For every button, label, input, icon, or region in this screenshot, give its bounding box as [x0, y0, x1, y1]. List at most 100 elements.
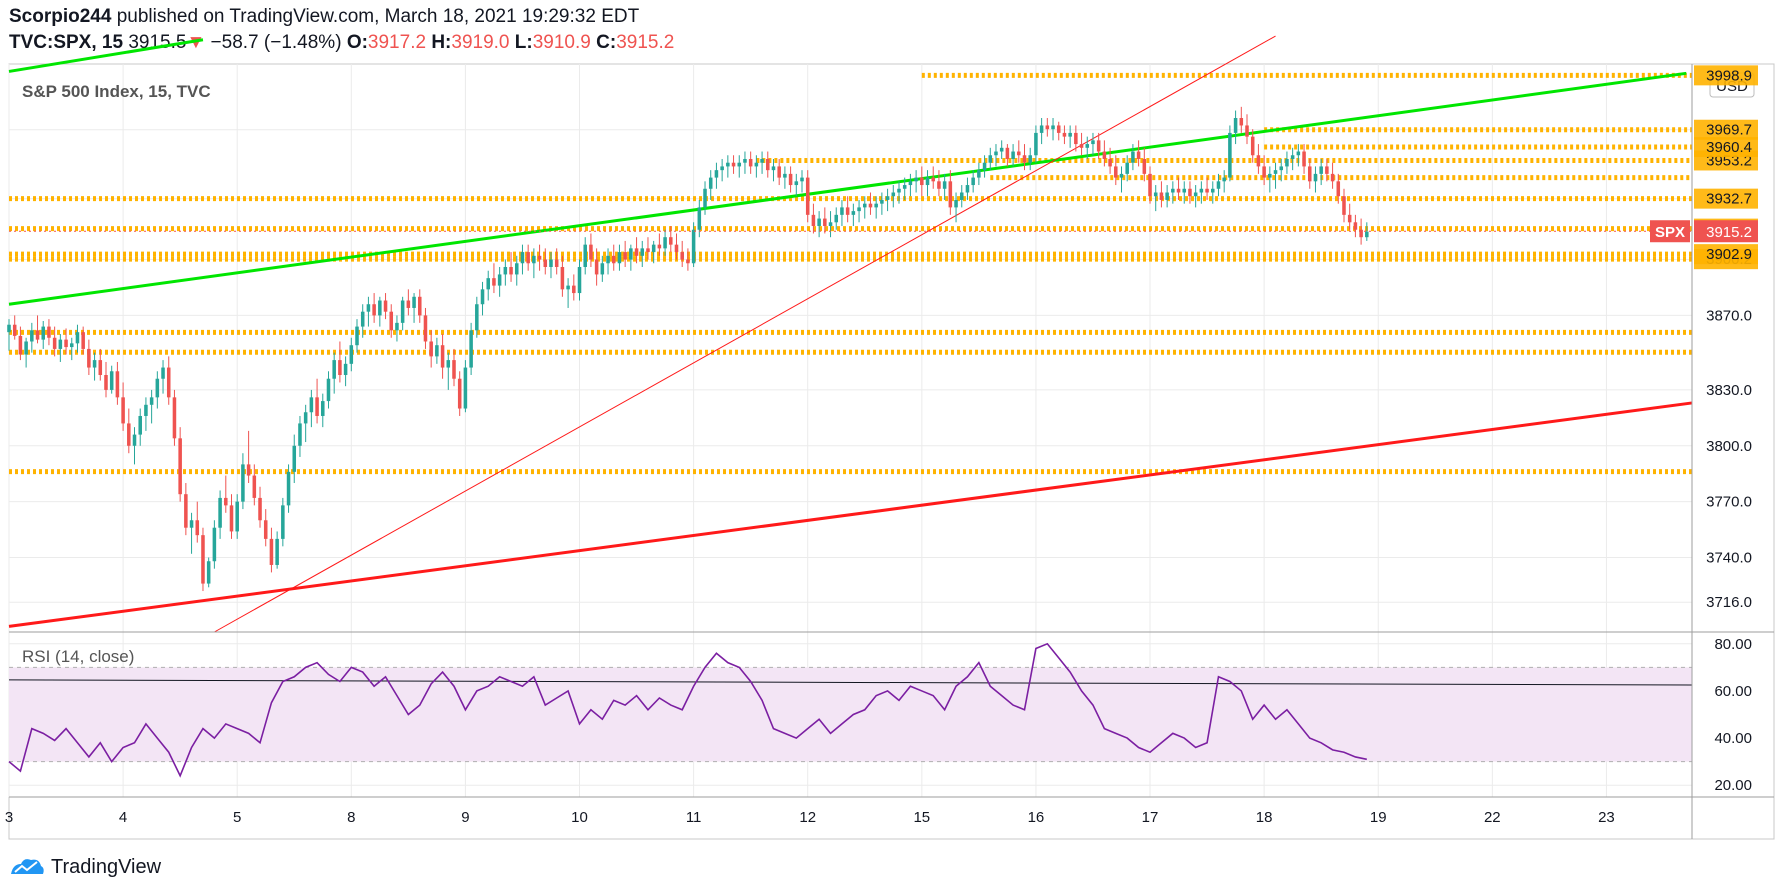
- candle: [7, 319, 11, 351]
- candle: [828, 211, 833, 238]
- candle-body: [669, 237, 673, 245]
- candle: [224, 475, 228, 513]
- candle: [149, 389, 154, 424]
- candle: [1153, 185, 1158, 212]
- candle-body: [161, 367, 165, 379]
- candle: [805, 170, 810, 223]
- candle: [480, 281, 485, 316]
- candle: [1216, 173, 1221, 197]
- price-level-tag: [1694, 65, 1758, 86]
- trendline-green_channel: [8, 71, 1687, 306]
- candle: [965, 177, 970, 200]
- candle-body: [1108, 158, 1112, 167]
- candle: [788, 166, 793, 193]
- candle-body: [475, 304, 479, 331]
- candle-body: [69, 343, 74, 348]
- rsi-line: [8, 642, 1367, 778]
- price-tick-label: 3770.0: [1706, 494, 1752, 511]
- candle-body: [663, 237, 667, 249]
- time-axis[interactable]: 3 4 5 8 9 10 11 12 15 16 17 18 19 22 23: [5, 809, 1615, 826]
- candle: [1028, 147, 1032, 171]
- candle: [1296, 144, 1301, 167]
- candle: [1022, 144, 1027, 171]
- candle-body: [971, 177, 975, 186]
- author-name[interactable]: Scorpio244: [9, 6, 112, 27]
- candle-body: [514, 263, 519, 275]
- candle-body: [1068, 132, 1072, 137]
- candle: [669, 226, 673, 253]
- candle: [1290, 147, 1295, 171]
- candle: [452, 348, 456, 387]
- candle-body: [1319, 166, 1323, 174]
- candle: [583, 237, 587, 275]
- candle: [1319, 158, 1323, 186]
- candle: [937, 170, 941, 197]
- candle-body: [629, 248, 633, 260]
- candle-body: [423, 315, 428, 342]
- candle-body: [486, 278, 490, 290]
- candle-body: [389, 311, 394, 331]
- candle: [726, 155, 730, 178]
- price-tick-label: 3870.0: [1706, 307, 1752, 324]
- candle-body: [383, 300, 388, 312]
- candle: [109, 365, 114, 394]
- candle: [566, 278, 570, 308]
- rsi-band: [8, 666, 1693, 763]
- candle-body: [52, 337, 57, 349]
- candle: [577, 259, 582, 301]
- candle-body: [109, 371, 114, 390]
- tradingview-brand[interactable]: TradingView: [51, 855, 162, 878]
- candle: [1182, 181, 1187, 204]
- candle: [1062, 125, 1067, 145]
- candle: [714, 162, 719, 189]
- candle: [1307, 158, 1312, 189]
- candle: [623, 240, 627, 267]
- candle: [1051, 118, 1055, 141]
- candle: [1313, 166, 1318, 193]
- candle-body: [959, 192, 964, 200]
- candle-body: [937, 181, 941, 189]
- candle-body: [1148, 173, 1152, 197]
- candle-body: [1153, 192, 1158, 197]
- candle: [52, 326, 57, 357]
- candle-body: [64, 339, 68, 348]
- candle-body: [292, 445, 297, 472]
- candle: [857, 199, 861, 223]
- candle: [1148, 166, 1152, 204]
- candle-body: [321, 401, 325, 416]
- footer: TradingView: [9, 852, 161, 882]
- candle: [1176, 177, 1181, 200]
- candle-body: [554, 259, 559, 267]
- candle: [24, 337, 28, 368]
- candle-body: [263, 520, 268, 539]
- price-axis[interactable]: 3716.03740.03770.03800.03830.03870.03900…: [1694, 65, 1758, 611]
- candle-body: [646, 248, 650, 253]
- candle-body: [1353, 222, 1358, 230]
- candle-body: [999, 147, 1004, 152]
- candle: [885, 188, 890, 212]
- time-tick-label: 23: [1598, 809, 1615, 826]
- candle: [948, 170, 953, 215]
- candle-body: [902, 185, 907, 189]
- candle-body: [1188, 188, 1192, 197]
- candle: [594, 248, 599, 286]
- candle-body: [726, 162, 730, 167]
- candle-body: [201, 535, 205, 584]
- candle: [526, 244, 530, 271]
- candle: [127, 408, 131, 454]
- candle-body: [1165, 192, 1169, 200]
- candle: [1347, 203, 1352, 230]
- candle-body: [1365, 231, 1369, 238]
- candle-body: [885, 196, 890, 200]
- candle-body: [1171, 188, 1175, 193]
- candle-body: [184, 494, 188, 528]
- rsi-axis[interactable]: 20.00 40.00 60.00 80.00: [1714, 636, 1752, 794]
- candle: [1045, 118, 1050, 137]
- candle: [1268, 166, 1272, 193]
- symbol-tag: [1650, 220, 1690, 243]
- candle: [446, 352, 451, 390]
- candle: [1114, 155, 1118, 186]
- candle-body: [794, 181, 799, 186]
- candle-body: [880, 199, 884, 204]
